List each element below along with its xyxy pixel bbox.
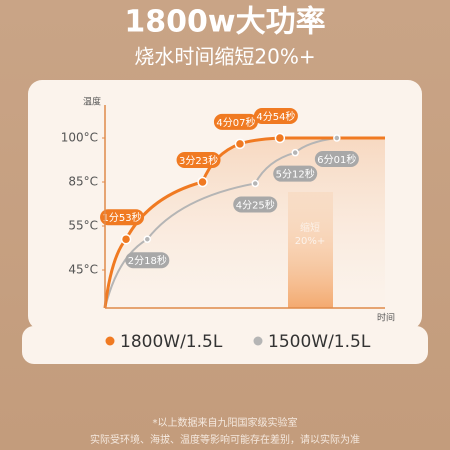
legend-swatch: [253, 336, 263, 346]
legend-label: 1800W/1.5L: [120, 332, 223, 352]
point-label: 2分18秒: [128, 254, 167, 267]
subtitle: 烧水时间缩短20%+: [134, 45, 315, 69]
note: 实际受环境、海拔、温度等影响可能存在差别，请以实际为准: [90, 433, 360, 446]
title: 1800w大功率: [124, 5, 325, 40]
data-point: [274, 132, 286, 144]
point-label-bg: [213, 113, 258, 130]
data-point: [291, 148, 299, 157]
data-point: [120, 233, 132, 245]
point-label: 6分01秒: [317, 153, 356, 166]
point-label: 4分25秒: [236, 198, 275, 211]
area: [105, 138, 385, 308]
note: *以上数据来自九阳国家级实验室: [153, 416, 298, 429]
point-label: 1分53秒: [103, 211, 142, 224]
point-label-bg: [233, 196, 278, 213]
y-tick-label: 45°C: [68, 263, 98, 277]
point-label: 4分07秒: [216, 116, 255, 129]
point-label: 4分54秒: [256, 110, 295, 123]
data-point: [197, 176, 208, 188]
legend-panel: [22, 326, 428, 364]
point-label: 3分23秒: [179, 154, 218, 167]
data-point: [234, 138, 246, 150]
point-label: 5分12秒: [276, 168, 315, 181]
point-label-bg: [253, 108, 298, 124]
point-label-bg: [100, 209, 145, 226]
y-axis-label: 温度: [83, 96, 101, 108]
point-label-bg: [314, 151, 359, 167]
point-label-bg: [273, 165, 318, 182]
x-axis-label: 时间: [377, 312, 395, 324]
data-point: [143, 235, 152, 243]
data-point: [251, 179, 259, 188]
y-tick-label: 55°C: [68, 219, 98, 233]
point-label-bg: [176, 152, 221, 168]
legend-swatch: [105, 336, 115, 346]
y-tick-label: 85°C: [68, 175, 98, 189]
legend-label: 1500W/1.5L: [268, 332, 371, 352]
y-tick-label: 100°C: [61, 131, 98, 145]
data-point: [333, 134, 341, 142]
point-label-bg: [125, 252, 170, 269]
